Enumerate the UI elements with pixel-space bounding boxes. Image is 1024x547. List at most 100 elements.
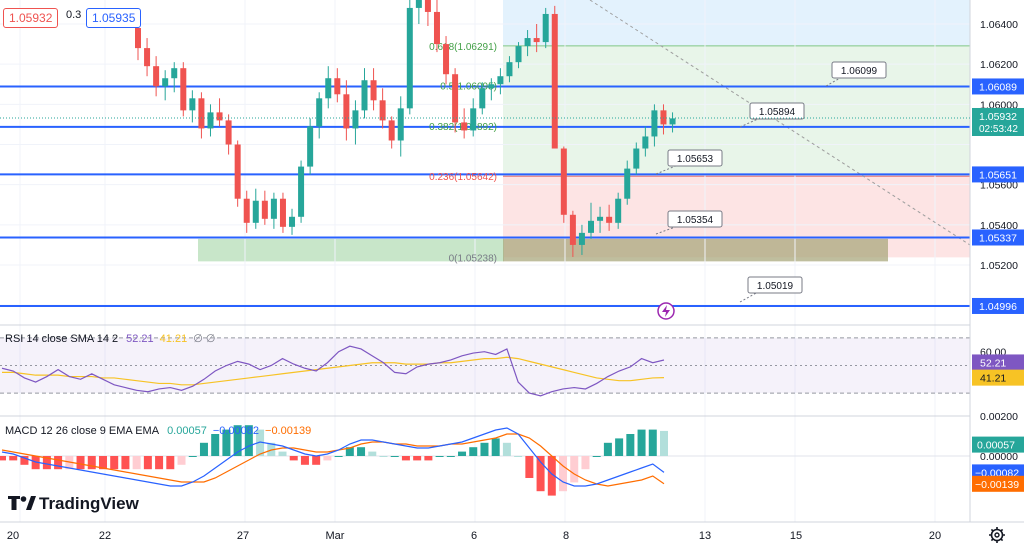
macd-hist-bar-11 xyxy=(121,456,130,470)
horizontal-levels[interactable] xyxy=(0,85,970,307)
macd-legend: MACD 12 26 close 9 EMA EMA 0.00057 −0.0008… xyxy=(5,425,311,437)
callout-box xyxy=(831,61,887,79)
fib-zone-top xyxy=(503,0,970,46)
callout-text: 1.06099 xyxy=(841,66,878,77)
settings-gear-icon[interactable] xyxy=(989,527,1005,543)
signal-tag xyxy=(972,475,1024,492)
candle-body xyxy=(198,98,205,129)
rsi-legend-flags: ∅ ∅ xyxy=(193,333,215,345)
macd-hist-bar-54 xyxy=(603,442,612,456)
candle-body xyxy=(597,216,604,221)
time-tick-8: 20 xyxy=(929,530,941,542)
macd-hist-bar-4 xyxy=(42,456,51,470)
macd-hist-bar-33 xyxy=(368,451,377,456)
time-tick-6: 13 xyxy=(699,530,711,542)
macd-hist-bar-43 xyxy=(480,442,489,456)
macd-hist-bar-37 xyxy=(413,456,422,461)
macd-hist-bar-5 xyxy=(54,456,63,470)
price-axis[interactable]: 1.064001.062001.060001.056001.054001.052… xyxy=(0,19,1024,492)
candle-36 xyxy=(461,108,468,139)
candle-body xyxy=(144,48,151,67)
candle-29 xyxy=(397,96,404,157)
rsi-legend-title: RSI 14 close SMA 14 2 xyxy=(5,333,118,345)
candle-58 xyxy=(660,104,667,135)
macd-hist-bar-21 xyxy=(233,425,242,456)
candle-body xyxy=(633,148,640,169)
candle-18 xyxy=(298,160,305,223)
candle-body xyxy=(352,110,359,129)
candle-body xyxy=(171,68,178,79)
callout-text: 1.05354 xyxy=(677,215,714,226)
candle-body xyxy=(533,38,540,43)
candle-body xyxy=(424,0,431,12)
macd-legend-title: MACD 12 26 close 9 EMA EMA xyxy=(5,425,160,437)
lightning-icon[interactable] xyxy=(657,302,675,320)
tradingview-logo[interactable]: TradingView xyxy=(8,494,140,513)
candle-9 xyxy=(216,98,223,127)
candle-body xyxy=(660,110,667,125)
macd-hist-bar-2 xyxy=(20,456,29,465)
macd-hist-bar-29 xyxy=(323,456,332,461)
candle-12 xyxy=(243,190,250,233)
price-tick-1: 1.06200 xyxy=(980,59,1018,71)
candle-49 xyxy=(578,224,585,255)
candle-body xyxy=(279,198,286,227)
candle-26 xyxy=(370,68,377,111)
macd-hist-bar-32 xyxy=(357,447,366,456)
candle-body xyxy=(162,78,169,87)
candle-43 xyxy=(524,30,531,57)
time-tick-0: 20 xyxy=(7,530,19,542)
candle-body xyxy=(406,7,413,109)
ask-price-box[interactable]: 1.05935 xyxy=(86,8,142,28)
macd-hist-bar-44 xyxy=(491,438,500,456)
candle-body xyxy=(524,38,531,47)
candle-body xyxy=(388,120,395,141)
logo-text: TradingView xyxy=(39,494,140,513)
candle-body xyxy=(560,148,567,215)
candle-body xyxy=(452,74,459,123)
bid-price-box[interactable]: 1.05932 xyxy=(3,8,59,28)
candle-body xyxy=(370,80,377,101)
macd-axis-tick-1: 0.00000 xyxy=(980,451,1018,463)
fibonacci-zones xyxy=(198,0,970,262)
candle-19 xyxy=(307,118,314,175)
macd-hist-bar-13 xyxy=(143,456,152,470)
macd-hist-bar-42 xyxy=(469,447,478,456)
candle-50 xyxy=(588,202,594,239)
candle-body xyxy=(325,78,332,99)
candle-body xyxy=(189,98,196,111)
candle-body xyxy=(578,232,585,245)
macd-hist-tag-text: 0.00057 xyxy=(977,440,1015,452)
price-callouts[interactable]: 1.06099 1.05894 1.05653 1.05354 1.05019 xyxy=(655,61,887,303)
candle-2 xyxy=(153,56,160,97)
macd-hist-bar-27 xyxy=(300,456,309,465)
time-axis[interactable]: 20 22 27 Mar 6 8 13 15 20 xyxy=(7,530,941,542)
callout-text: 1.05653 xyxy=(677,154,714,165)
candle-body xyxy=(180,68,187,111)
candle-body xyxy=(488,84,495,89)
rsi-line xyxy=(1,345,665,397)
range-box-right xyxy=(503,238,888,262)
candle-body xyxy=(443,44,450,75)
macd-hist-bar-48 xyxy=(536,456,545,492)
time-tick-2: 27 xyxy=(237,530,249,542)
macd-hist-bar-51 xyxy=(570,456,579,483)
current-price-tag xyxy=(972,107,1024,136)
candle-30 xyxy=(406,0,413,115)
level-tag-text-4: 1.04996 xyxy=(979,301,1017,313)
time-tick-3: Mar xyxy=(326,530,345,542)
candle-56 xyxy=(642,126,649,157)
level-tag-3 xyxy=(972,229,1024,246)
level-tag-text-3: 1.05337 xyxy=(979,232,1017,244)
rsi-value-tag xyxy=(972,354,1024,371)
candle-body xyxy=(569,214,576,245)
logo-dot xyxy=(20,496,27,502)
candle-11 xyxy=(234,140,241,207)
candle-body xyxy=(669,118,676,125)
candle-3 xyxy=(162,70,169,101)
price-tick-5: 1.05200 xyxy=(980,260,1018,272)
signal-tag-text: −0.00139 xyxy=(975,479,1019,491)
macd-hist-bar-55 xyxy=(615,438,624,456)
candle-body xyxy=(606,216,613,223)
